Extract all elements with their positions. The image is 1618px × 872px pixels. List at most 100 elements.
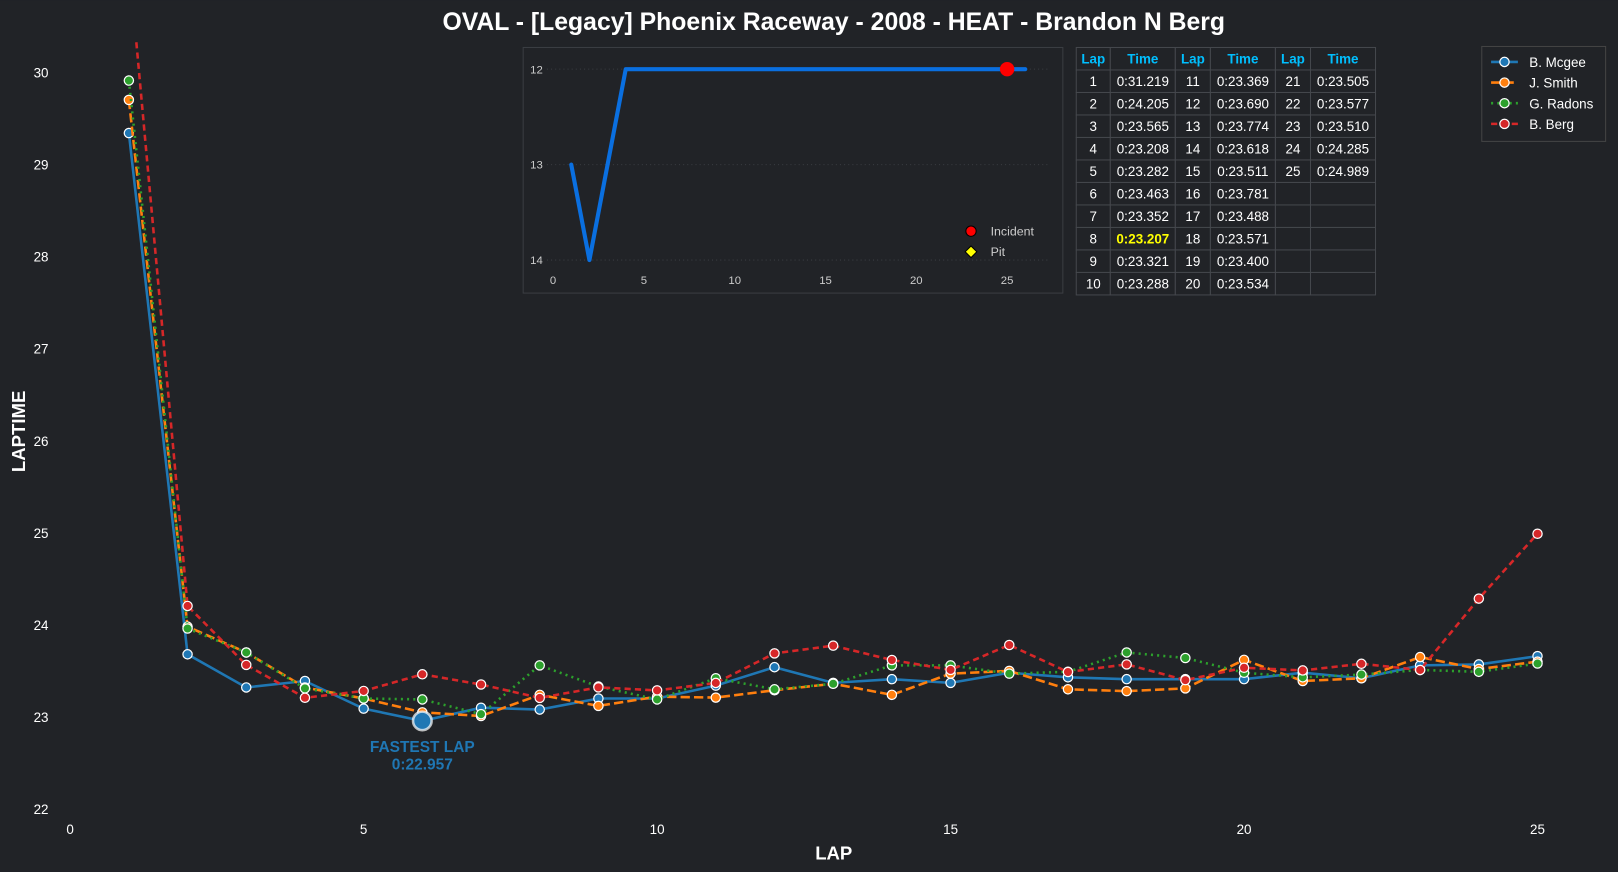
table-cell [1309,271,1377,296]
data-point-b-berg [886,654,898,666]
y-tick-label: 28 [34,250,49,265]
inset-x-tick-label: 10 [728,275,741,287]
data-point-b-berg [593,682,604,693]
table-cell-text: 7 [1090,209,1097,224]
data-point-b-berg [1297,665,1309,676]
y-tick-label: 26 [34,434,49,449]
table-cell-text: 0:23.400 [1217,254,1269,269]
inset-x-tick-label: 5 [641,275,647,287]
inset-x-tick-label: 20 [910,275,923,287]
table-cell-text: 18 [1185,231,1200,246]
table-cell-text: 0:23.510 [1317,119,1369,134]
table-cell-text: 0:23.282 [1117,164,1169,179]
table-cell [1274,271,1312,296]
incident-legend-icon [965,225,977,237]
table-cell [1274,226,1312,251]
inset-y-tick-label: 13 [530,160,543,172]
legend-marker [1499,118,1510,130]
table-cell-text: 11 [1186,74,1200,89]
data-point-b-berg [240,659,252,671]
table-cell-text: 0:23.288 [1117,276,1169,291]
inset-legend-label: Incident [991,224,1035,238]
inset-x-tick-label: 15 [819,275,832,287]
data-point-g-radons [534,660,545,671]
data-point-b-berg [945,664,956,676]
data-point-j-smith [593,700,604,712]
inset-frame [522,46,1064,294]
table-cell-text: 0:23.463 [1117,186,1169,201]
table-cell-text: 25 [1285,164,1300,179]
table-cell [1274,204,1312,228]
data-point-b-mcgee [769,661,780,673]
data-point-b-mcgee [1121,673,1132,685]
legend-marker [1499,77,1510,88]
legend-label: G. Radons [1529,96,1593,111]
table-cell-text: 17 [1185,209,1200,224]
pit-legend-icon [964,245,978,259]
inset-legend-label: Pit [991,245,1006,259]
data-point-b-berg [1180,674,1191,686]
table-cell-text: 0:23.565 [1117,119,1169,134]
data-point-g-radons [1180,652,1191,664]
legend-label: J. Smith [1529,76,1577,91]
data-point-b-berg [1473,593,1485,604]
x-tick-label: 20 [1237,822,1252,837]
y-tick-label: 22 [34,802,49,817]
data-point-b-berg [1121,659,1132,670]
data-point-b-mcgee [240,682,252,693]
legend-label: B. Mcgee [1529,55,1586,70]
fastest-lap-annotation: FASTEST LAP 0:22.957 [370,710,475,773]
legend-marker [1499,97,1510,109]
table-cell [1309,226,1377,251]
data-point-g-radons [1532,658,1543,669]
y-tick-label: 30 [34,65,49,80]
data-point-b-berg [827,640,839,651]
data-point-g-radons [182,623,193,634]
data-point-g-radons [769,684,780,695]
data-point-g-radons [1121,647,1132,658]
table-cell-text: 0:23.321 [1117,254,1169,269]
table-cell-text: 24 [1285,141,1300,156]
data-point-b-berg [710,677,722,689]
table-cell [1309,249,1377,273]
data-point-b-berg [417,669,428,680]
y-tick-label: 29 [34,158,49,173]
table-cell-text: 6 [1090,186,1097,201]
inset-x-tick-label: 0 [550,275,556,287]
data-point-j-smith [123,94,135,106]
fastest-lap-label: FASTEST LAP [370,739,475,756]
table-header: Lap [1181,51,1205,66]
data-point-b-berg [1414,664,1426,676]
data-point-b-berg [182,600,193,612]
table-cell-text: 0:23.774 [1217,119,1270,134]
data-point-g-radons [1004,668,1015,679]
table-cell-text: 0:24.989 [1317,164,1369,179]
data-point-g-radons [827,678,839,690]
table-cell-text: 16 [1185,186,1200,201]
data-point-j-smith [886,689,898,701]
table-cell-text: 13 [1185,119,1200,134]
legend-label: B. Berg [1529,117,1574,132]
data-point-b-berg [534,692,545,704]
data-point-g-radons [1473,666,1485,678]
data-point-b-berg [475,679,487,690]
data-point-g-radons [240,647,252,658]
table-cell-text: 0:23.207 [1116,231,1169,246]
inset-position-line [569,67,1028,263]
table-cell-text: 0:23.571 [1217,231,1269,246]
table-cell-text: 0:23.577 [1317,96,1369,111]
table-cell-text: 12 [1185,96,1200,111]
data-point-j-smith [1414,651,1426,663]
table-cell-text: 0:23.690 [1217,96,1269,111]
x-tick-label: 0 [66,822,73,837]
data-point-b-berg [1062,666,1074,678]
data-point-g-radons [299,683,311,694]
data-point-b-mcgee [358,703,369,714]
table-header: Time [1327,51,1358,66]
data-point-b-berg [358,685,369,697]
data-point-b-berg [651,685,663,696]
x-tick-label: 5 [360,822,367,837]
x-tick-label: 10 [650,822,665,837]
